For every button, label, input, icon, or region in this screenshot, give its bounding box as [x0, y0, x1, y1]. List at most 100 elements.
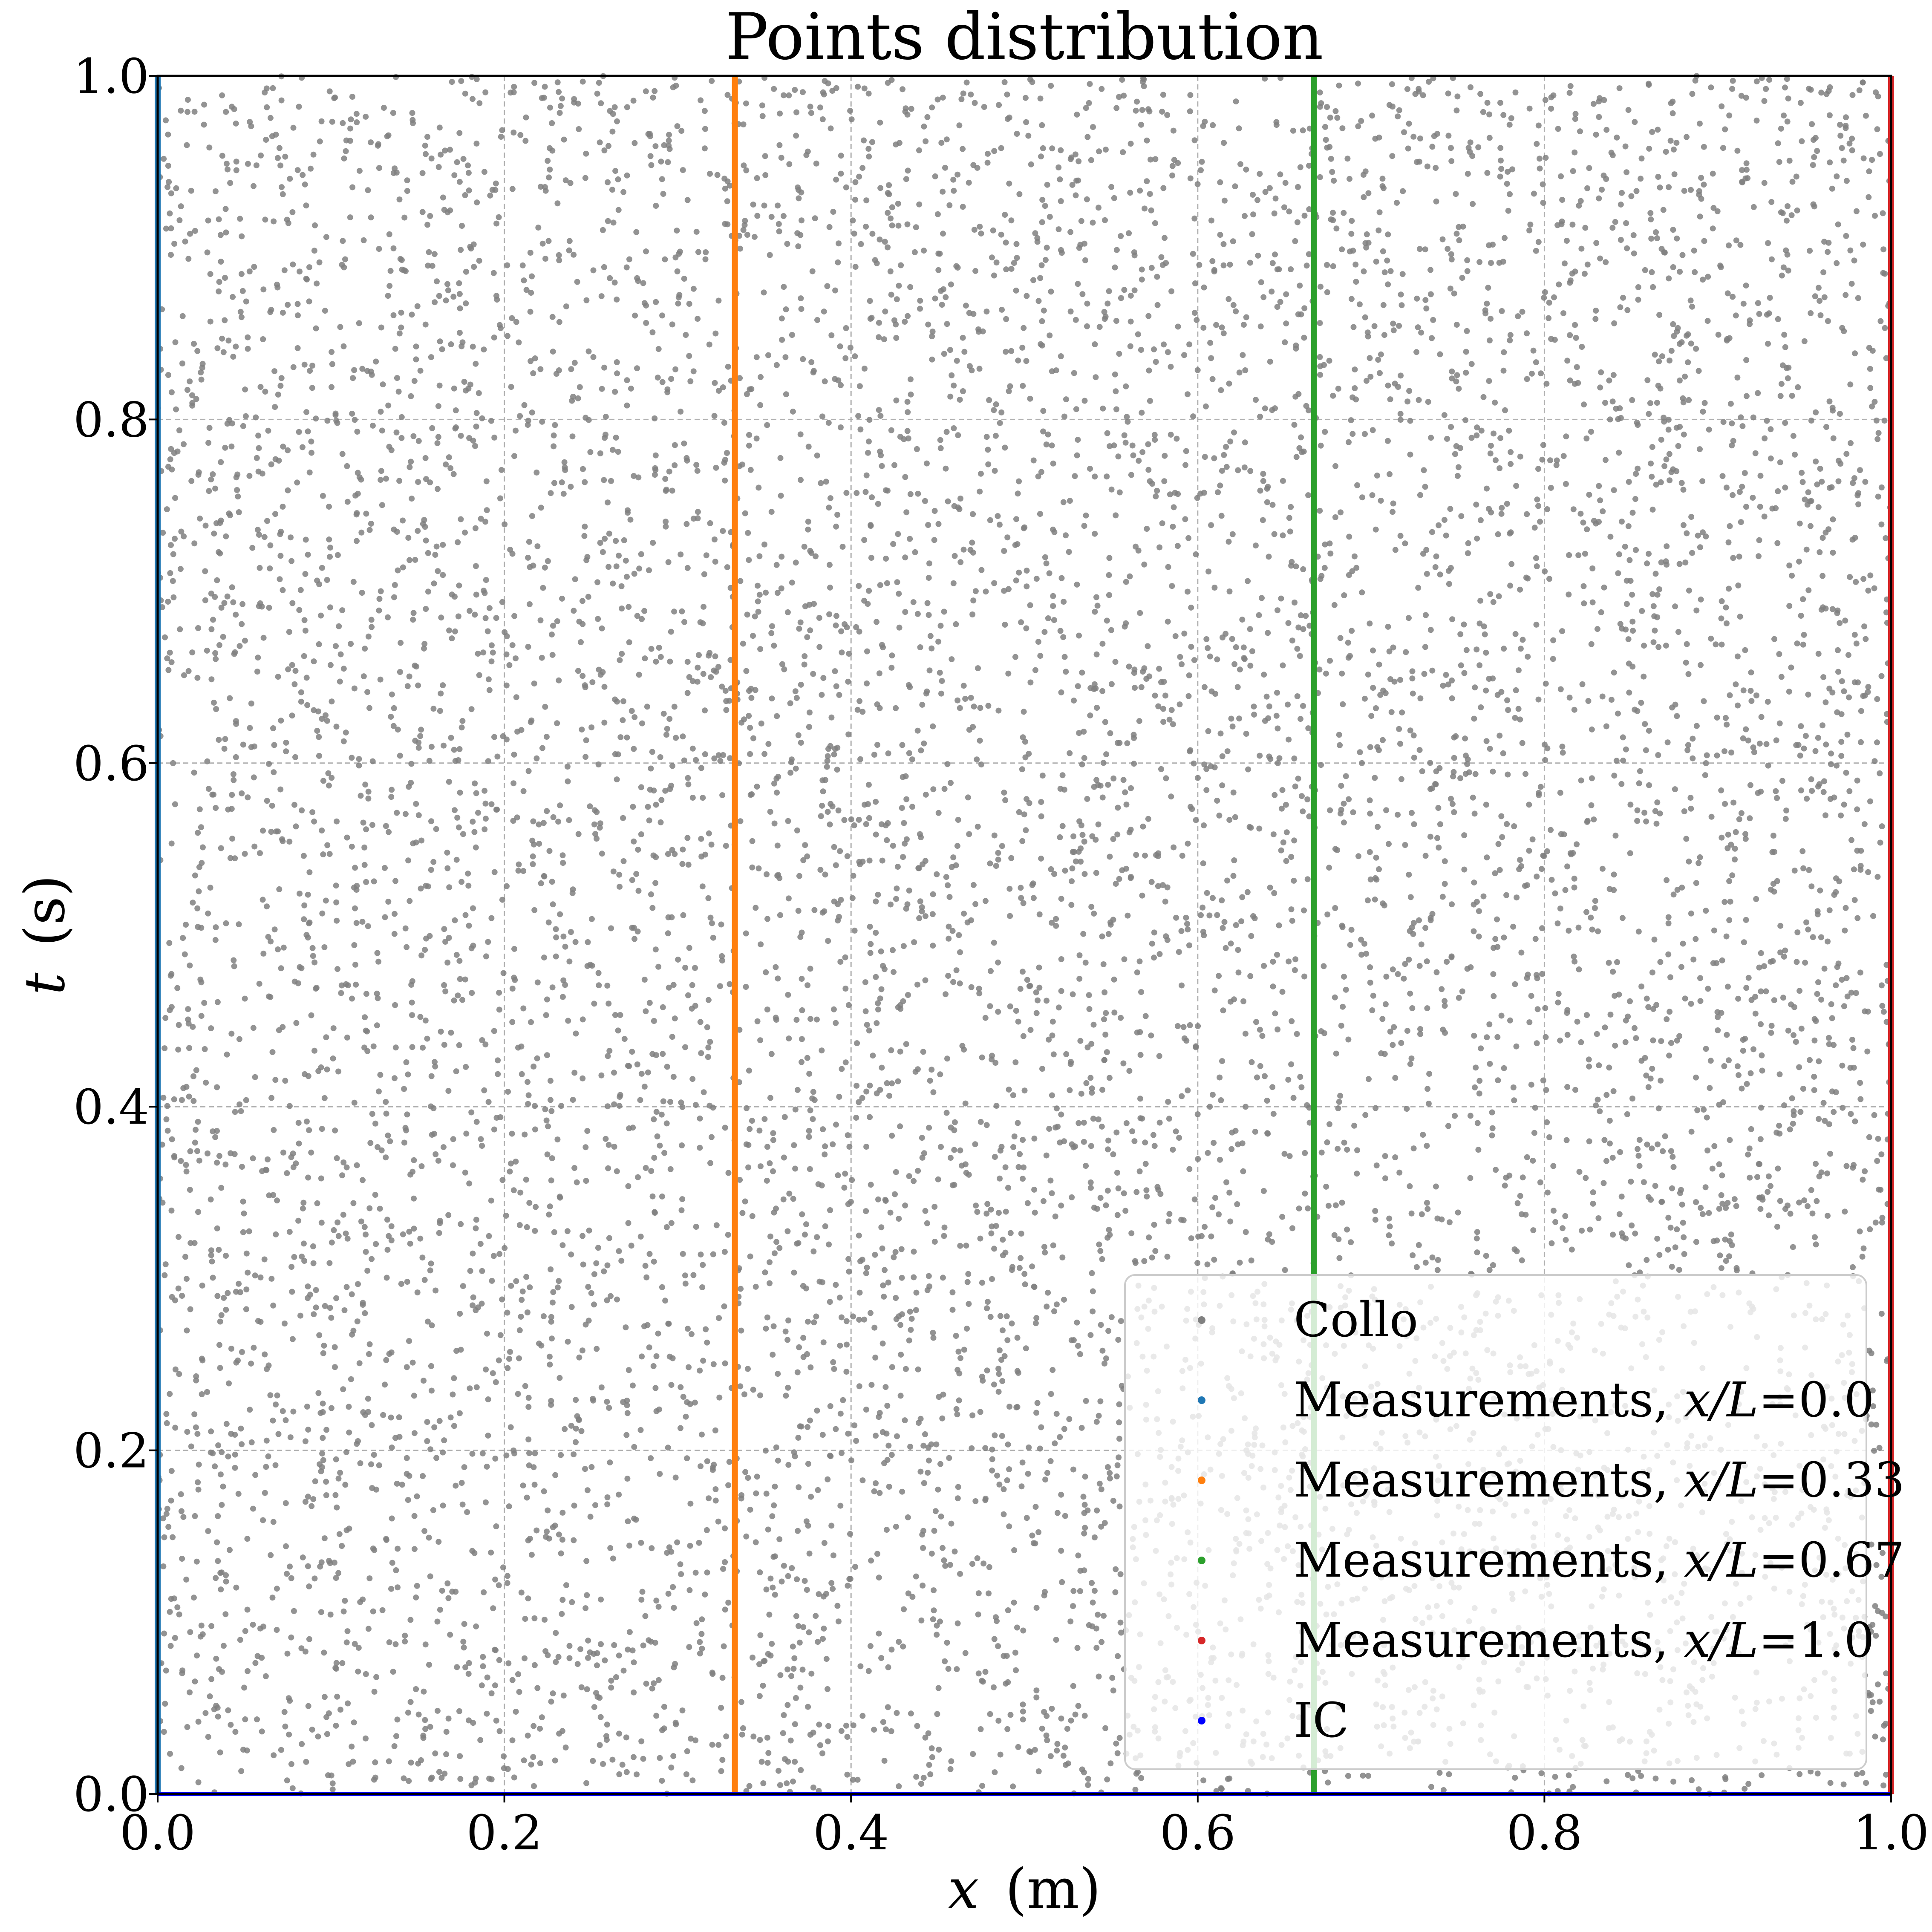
- collo-point: [1094, 1205, 1100, 1212]
- collo-point: [1004, 1477, 1010, 1483]
- collo-point: [511, 453, 517, 459]
- collo-point: [372, 1120, 378, 1127]
- collo-point: [1804, 796, 1810, 802]
- collo-point: [1474, 1120, 1481, 1126]
- collo-point: [295, 1217, 302, 1224]
- collo-point: [1042, 1249, 1048, 1256]
- collo-point: [985, 461, 992, 467]
- collo-point: [977, 738, 983, 744]
- collo-point: [1758, 714, 1765, 720]
- collo-point: [999, 1327, 1006, 1334]
- collo-point: [1237, 1260, 1243, 1266]
- collo-point: [795, 1435, 802, 1441]
- collo-point: [1564, 863, 1571, 870]
- collo-point: [1603, 723, 1609, 730]
- collo-point: [620, 858, 627, 864]
- collo-point: [454, 1664, 460, 1670]
- collo-point: [1102, 217, 1108, 223]
- collo-point: [274, 1392, 280, 1399]
- collo-point: [995, 1210, 1002, 1216]
- collo-point: [164, 1103, 170, 1109]
- collo-point: [1283, 320, 1289, 327]
- collo-point: [764, 1144, 770, 1150]
- collo-point: [601, 683, 608, 690]
- collo-point: [1337, 1093, 1344, 1099]
- collo-point: [1270, 831, 1277, 838]
- collo-point: [921, 1480, 927, 1486]
- collo-point: [1145, 106, 1151, 112]
- collo-point: [1798, 1025, 1805, 1032]
- collo-point: [660, 710, 667, 717]
- collo-point: [578, 639, 584, 645]
- collo-point: [503, 1213, 509, 1219]
- collo-point: [881, 1758, 888, 1764]
- collo-point: [1805, 1203, 1811, 1209]
- collo-point: [513, 319, 519, 325]
- collo-point: [349, 94, 355, 100]
- collo-point: [566, 1643, 573, 1649]
- collo-point: [173, 185, 179, 191]
- collo-point: [1730, 438, 1736, 444]
- collo-point: [650, 852, 657, 859]
- collo-point: [674, 123, 681, 130]
- collo-point: [1442, 881, 1448, 887]
- collo-point: [1747, 815, 1753, 822]
- collo-point: [436, 1230, 442, 1236]
- collo-point: [966, 1301, 972, 1307]
- collo-point: [813, 160, 819, 167]
- collo-point: [646, 567, 652, 574]
- collo-point: [356, 1360, 363, 1367]
- collo-point: [921, 248, 927, 254]
- collo-point: [877, 705, 883, 711]
- collo-point: [1559, 744, 1566, 750]
- collo-point: [670, 1074, 677, 1080]
- collo-point: [957, 1147, 963, 1153]
- collo-point: [1361, 940, 1367, 947]
- collo-point: [553, 926, 559, 932]
- collo-point: [1382, 1001, 1389, 1007]
- collo-point: [722, 185, 728, 192]
- collo-point: [208, 1247, 214, 1254]
- collo-point: [970, 511, 976, 517]
- collo-point: [608, 925, 614, 931]
- collo-point: [226, 1380, 232, 1387]
- collo-point: [659, 1778, 665, 1784]
- collo-point: [1793, 173, 1799, 180]
- collo-point: [1050, 1367, 1056, 1373]
- collo-point: [893, 896, 899, 902]
- collo-point: [1576, 1169, 1583, 1175]
- collo-point: [473, 1623, 479, 1629]
- collo-point: [1583, 435, 1590, 441]
- collo-point: [502, 1245, 508, 1251]
- collo-point: [726, 1459, 732, 1465]
- collo-point: [649, 329, 656, 335]
- collo-point: [397, 669, 403, 675]
- collo-point: [569, 1599, 575, 1605]
- collo-point: [384, 1217, 390, 1223]
- collo-point: [902, 609, 908, 615]
- collo-point: [1472, 684, 1478, 691]
- collo-point: [388, 1223, 395, 1229]
- collo-point: [165, 599, 171, 605]
- collo-point: [1711, 1143, 1718, 1149]
- collo-point: [1719, 1200, 1726, 1207]
- collo-point: [999, 306, 1005, 313]
- collo-point: [1429, 785, 1435, 792]
- collo-point: [1476, 1090, 1482, 1097]
- collo-point: [1790, 1121, 1796, 1127]
- collo-point: [1581, 401, 1587, 408]
- collo-point: [899, 742, 905, 748]
- collo-point: [1700, 529, 1706, 536]
- collo-point: [1186, 672, 1192, 678]
- collo-point: [511, 84, 517, 90]
- collo-point: [467, 608, 473, 614]
- collo-point: [702, 256, 709, 262]
- collo-point: [260, 950, 267, 957]
- collo-point: [1208, 217, 1214, 224]
- collo-point: [461, 1621, 467, 1627]
- collo-point: [941, 1233, 947, 1239]
- collo-point: [692, 1737, 699, 1744]
- collo-point: [1869, 1699, 1876, 1705]
- collo-point: [1024, 796, 1029, 802]
- collo-point: [851, 231, 857, 237]
